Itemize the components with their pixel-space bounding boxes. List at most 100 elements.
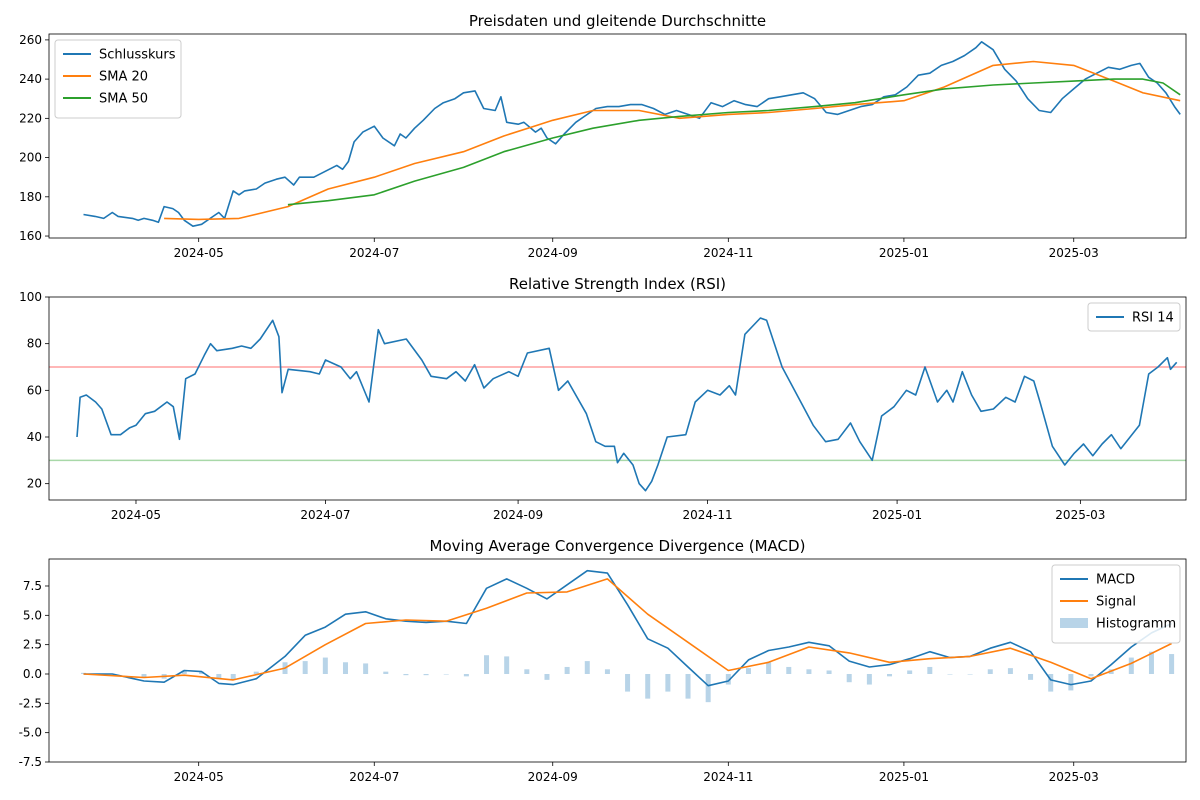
macd-histogram-bar [141,673,147,678]
macd-histogram-bar [745,668,751,674]
macd-histogram-bar [216,673,222,679]
macd-histogram-bar [1028,673,1034,680]
price-legend-label: SMA 50 [99,92,148,107]
rsi-x-tick-label: 2024-11 [683,508,733,522]
macd-histogram-bar [504,656,510,674]
price-panel: Preisdaten und gleitende Durchschnitte 20… [19,12,1187,260]
macd-histogram-bar [524,669,530,674]
price-y-tick-label: 200 [19,151,42,165]
macd-legend-label: MACD [1096,573,1135,588]
macd-histogram-bar [181,670,187,674]
rsi-axes-frame [48,296,1187,501]
macd-histogram-bar [584,661,590,674]
macd-histogram-bar [253,671,259,674]
macd-histogram-bar [484,655,490,674]
rsi-chart-title: Relative Strength Index (RSI) [509,275,726,293]
rsi-legend-label: RSI 14 [1132,311,1174,326]
macd-histogram-bar [685,673,691,699]
macd-y-tick-label: -7.5 [19,755,42,769]
macd-histogram-bar [342,662,348,674]
macd-histogram-bar [302,661,308,674]
rsi-series-line-rsi-14 [76,317,1178,492]
macd-histogram-bar [806,669,812,674]
price-y-tick-label: 180 [19,190,42,204]
price-y-tick-label: 160 [19,229,42,243]
macd-y-tick-label: 0.0 [23,667,42,681]
macd-histogram-bar [786,666,792,674]
price-series-line-sma-20 [164,60,1181,221]
macd-x-tick-label: 2024-05 [174,770,224,784]
macd-y-tick-label: 2.5 [23,638,42,652]
macd-histogram-bar [645,673,651,699]
rsi-y-tick-label: 20 [27,477,42,491]
macd-histogram-bar [665,673,671,692]
rsi-x-tick-label: 2024-09 [493,508,543,522]
macd-chart-title: Moving Average Convergence Divergence (M… [430,537,806,555]
macd-histogram-bar [625,673,631,692]
macd-histogram-bar [403,673,409,676]
macd-y-tick-label: 5.0 [23,608,42,622]
rsi-panel: Relative Strength Index (RSI) 2024-05 2024… [19,275,1187,522]
macd-histogram-bar [463,673,469,677]
macd-histogram-bar [907,670,913,674]
macd-histogram-bar [383,671,389,674]
rsi-legend: RSI 14 [1087,302,1181,332]
macd-legend-label: Histogramm [1096,617,1176,632]
rsi-x-tick-label: 2024-05 [111,508,161,522]
price-x-tick-label: 2024-09 [528,246,578,260]
price-x-tick-label: 2024-11 [703,246,753,260]
macd-x-tick-label: 2025-01 [879,770,929,784]
rsi-y-tick-label: 40 [27,430,42,444]
macd-series-line-signal [83,578,1172,681]
macd-histogram-bar [604,669,610,674]
price-x-tick-label: 2025-01 [879,246,929,260]
macd-y-tick-label: 7.5 [23,579,42,593]
price-series-line-sma-50 [287,78,1181,206]
macd-histogram-bar [826,670,832,674]
price-y-tick-label: 220 [19,111,42,125]
macd-histogram-bar [947,673,953,675]
macd-histogram-bar [887,673,893,677]
price-legend: Schlusskurs SMA 20 SMA 50 [54,39,182,119]
macd-legend-swatch [1060,618,1088,628]
macd-x-tick-label: 2025-03 [1049,770,1099,784]
macd-histogram-bar [1007,668,1013,674]
macd-histogram-bars [81,651,1175,703]
macd-histogram-bar [363,663,369,674]
rsi-y-tick-label: 100 [19,290,42,304]
price-chart-title: Preisdaten und gleitende Durchschnitte [469,12,766,30]
macd-axes-frame [48,558,1187,763]
macd-x-tick-label: 2024-09 [528,770,578,784]
macd-histogram-bar [866,673,872,685]
price-legend-label: Schlusskurs [99,48,176,63]
macd-histogram-bar [544,673,550,680]
macd-histogram-bar [1169,654,1175,674]
macd-histogram-bar [927,666,933,674]
rsi-legend-box [1087,302,1181,332]
macd-histogram-bar [1128,657,1134,674]
macd-histogram-bar [1068,673,1074,691]
price-x-tick-label: 2024-07 [349,246,399,260]
price-y-tick-label: 240 [19,72,42,86]
macd-y-tick-label: -5.0 [19,726,42,740]
macd-histogram-bar [443,673,449,675]
rsi-x-tick-label: 2025-01 [872,508,922,522]
price-legend-label: SMA 20 [99,70,148,85]
macd-histogram-bar [725,673,731,685]
macd-x-tick-label: 2024-07 [349,770,399,784]
macd-histogram-bar [322,657,328,674]
macd-histogram-bar [987,669,993,674]
rsi-x-tick-label: 2025-03 [1055,508,1105,522]
macd-histogram-bar [846,673,852,683]
macd-histogram-bar [1088,673,1094,677]
macd-histogram-bar [766,662,772,674]
rsi-y-tick-label: 80 [27,337,42,351]
rsi-y-tick-label: 60 [27,383,42,397]
price-x-tick-label: 2024-05 [174,246,224,260]
macd-histogram-bar [230,673,236,680]
macd-legend: MACD Signal Histogramm [1051,564,1181,644]
macd-y-tick-label: -2.5 [19,696,42,710]
macd-histogram-bar [199,671,205,674]
macd-panel: Moving Average Convergence Divergence (M… [19,537,1187,784]
price-axes-frame [48,33,1187,239]
